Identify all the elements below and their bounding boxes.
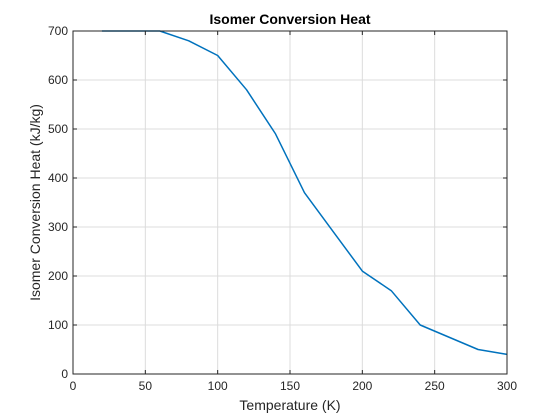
y-tick-label: 100 bbox=[48, 318, 68, 332]
chart-title: Isomer Conversion Heat bbox=[209, 11, 370, 27]
x-axis-label: Temperature (K) bbox=[239, 397, 340, 413]
x-tick-label: 0 bbox=[70, 379, 77, 393]
series-layer bbox=[101, 30, 508, 356]
series-line bbox=[101, 30, 508, 356]
x-tick-label: 200 bbox=[352, 379, 372, 393]
x-tick-label: 250 bbox=[425, 379, 445, 393]
y-axis-label: Isomer Conversion Heat (kJ/kg) bbox=[27, 104, 43, 301]
x-tick-label: 100 bbox=[208, 379, 228, 393]
x-tick-label: 150 bbox=[280, 379, 300, 393]
y-tick-label: 200 bbox=[48, 269, 68, 283]
x-tick-label: 50 bbox=[139, 379, 153, 393]
y-tick-label: 0 bbox=[61, 367, 68, 381]
y-tick-label: 400 bbox=[48, 171, 68, 185]
y-tick-label: 700 bbox=[48, 24, 68, 38]
ticks: 0 50 100 150 200 250 300 0 100 200 300 400 500 600 700 bbox=[48, 24, 517, 393]
y-tick-label: 600 bbox=[48, 73, 68, 87]
x-tick-label: 300 bbox=[497, 379, 517, 393]
y-tick-label: 500 bbox=[48, 122, 68, 136]
y-tick-label: 300 bbox=[48, 220, 68, 234]
